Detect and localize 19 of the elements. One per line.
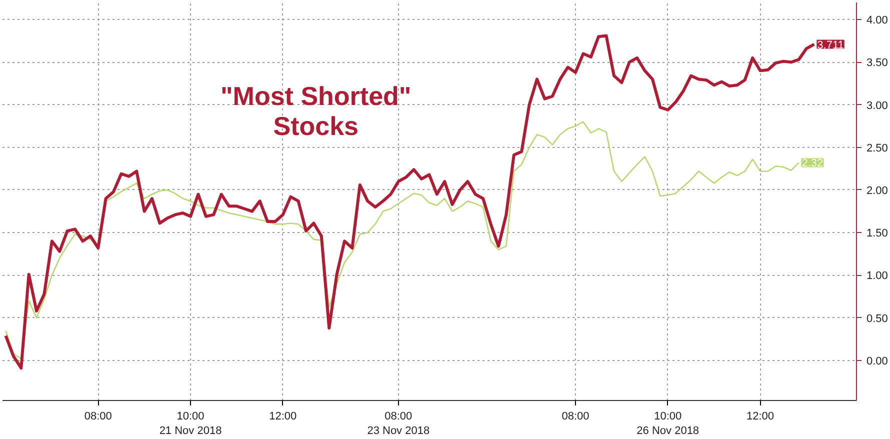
y-tick-label: 3.50 xyxy=(866,57,888,70)
x-tick-label: 08:00 23 Nov 2018 xyxy=(367,410,430,437)
x-tick-label: 12:00 xyxy=(269,410,297,422)
x-tick-label: 08:00 xyxy=(562,410,590,422)
x-tick-label: 10:00 26 Nov 2018 xyxy=(636,410,700,437)
y-tick-label: 4.00 xyxy=(866,14,888,27)
x-tick-label: 12:00 xyxy=(746,410,774,422)
y-tick-label: 0.50 xyxy=(866,312,888,325)
x-tick-label: 08:00 xyxy=(84,410,112,422)
annotation: 2.32 xyxy=(802,158,824,170)
text: "Most Shorted" Stocks xyxy=(220,81,412,141)
annotation: 3.711 xyxy=(817,39,844,52)
y-tick-label: 1.00 xyxy=(866,270,888,282)
y-tick-label: 2.50 xyxy=(866,142,888,154)
y-tick-label: 2.00 xyxy=(866,184,888,197)
y-tick-label: 1.50 xyxy=(866,228,888,240)
y-tick-label: 0.00 xyxy=(866,355,888,368)
x-tick-label: 10:00 21 Nov 2018 xyxy=(159,410,222,437)
y-tick-label: 3.00 xyxy=(866,100,888,112)
